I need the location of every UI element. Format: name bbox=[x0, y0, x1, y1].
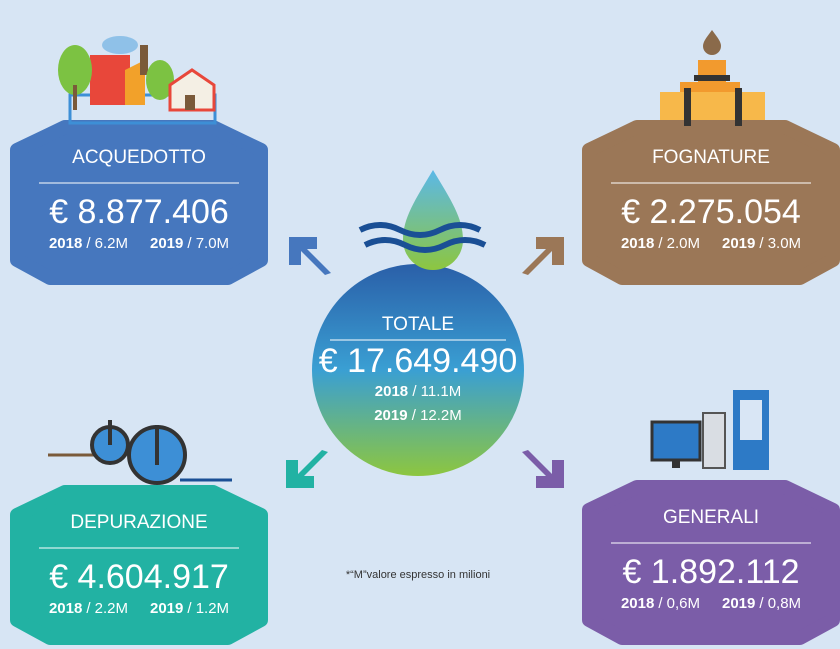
box-title: GENERALI bbox=[663, 507, 759, 528]
box-amount: € 2.275.054 bbox=[621, 193, 801, 231]
total-title: TOTALE bbox=[382, 314, 454, 335]
box-amount: € 1.892.112 bbox=[622, 553, 799, 591]
box-title: DEPURAZIONE bbox=[70, 512, 207, 533]
total-year: 2018 / 11.1M bbox=[375, 383, 461, 400]
box-title: FOGNATURE bbox=[652, 147, 770, 168]
box-title: ACQUEDOTTO bbox=[72, 147, 206, 168]
infographic: ACQUEDOTTO€ 8.877.4062018/ 6.2M2019/ 7.0… bbox=[0, 0, 840, 649]
footnote: *“M”valore espresso in milioni bbox=[346, 569, 490, 581]
box-amount: € 8.877.406 bbox=[49, 193, 229, 231]
total-amount: € 17.649.490 bbox=[319, 342, 518, 380]
box-amount: € 4.604.917 bbox=[49, 558, 229, 596]
total-year: 2019 / 12.2M bbox=[374, 407, 462, 424]
